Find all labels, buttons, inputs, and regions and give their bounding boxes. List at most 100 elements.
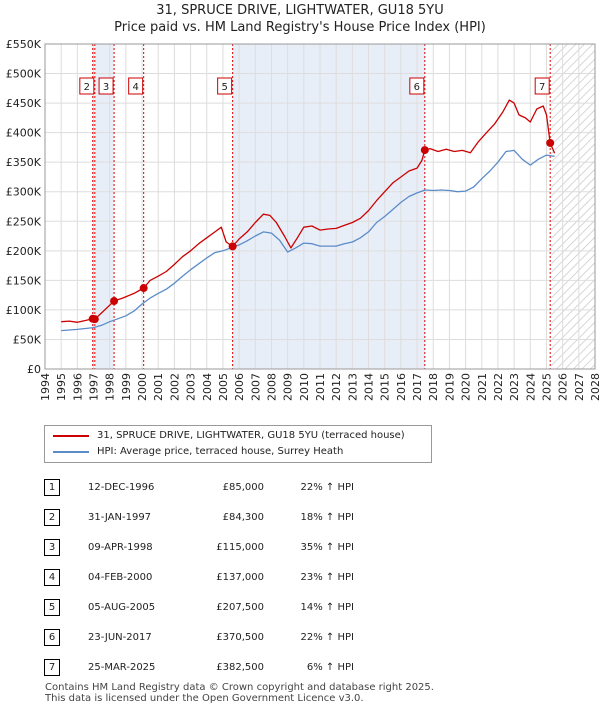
x-tick-label-2020: 2020 <box>460 373 473 401</box>
sale-date: 25-MAR-2025 <box>88 661 156 673</box>
sale-point-4 <box>139 284 148 293</box>
marker-box-4 <box>128 77 144 95</box>
x-tick-label-2012: 2012 <box>330 373 343 401</box>
sales-row: 4 04-FEB-2000 £137,000 23% ↑ HPI <box>44 562 354 592</box>
y-tick-label-450000: £450K <box>6 97 42 110</box>
sale-hpi-change: 22% ↑ HPI <box>300 481 354 493</box>
legend-swatch-property <box>53 434 89 437</box>
x-tick-label-2025: 2025 <box>540 373 553 401</box>
sale-price: £85,000 <box>222 481 264 493</box>
sale-date: 04-FEB-2000 <box>88 571 153 583</box>
x-tick-label-1995: 1995 <box>55 373 68 401</box>
y-tick-label-250000: £250K <box>6 215 42 228</box>
marker-box-2 <box>79 77 95 95</box>
x-tick-label-2010: 2010 <box>298 373 311 401</box>
footer-licence: This data is licensed under the Open Gov… <box>45 693 364 704</box>
sale-number: 2 <box>44 502 88 532</box>
x-tick-label-1997: 1997 <box>88 373 101 401</box>
chart-title: 31, SPRUCE DRIVE, LIGHTWATER, GU18 5YU P… <box>0 2 600 36</box>
sale-number: 4 <box>44 562 88 592</box>
sale-hpi-change: 23% ↑ HPI <box>300 571 354 583</box>
plot-frame <box>44 43 596 370</box>
x-tick-label-2024: 2024 <box>524 373 537 401</box>
sale-point-7 <box>546 138 555 147</box>
sale-point-6 <box>420 146 429 155</box>
sale-number: 1 <box>44 472 88 502</box>
y-tick-label-350000: £350K <box>6 156 42 169</box>
footer-copyright: Contains HM Land Registry data © Crown c… <box>45 682 434 693</box>
sale-hpi-change: 35% ↑ HPI <box>300 541 354 553</box>
x-tick-label-2027: 2027 <box>573 373 586 401</box>
sale-hpi-change: 6% ↑ HPI <box>306 661 354 673</box>
shaded-span-2 <box>232 44 425 369</box>
y-tick-label-500000: £500K <box>6 68 42 81</box>
sale-number: 7 <box>44 652 88 682</box>
x-tick-label-2018: 2018 <box>427 373 440 401</box>
sale-date: 12-DEC-1996 <box>88 481 155 493</box>
sale-date: 23-JUN-2017 <box>88 631 152 643</box>
sale-price: £115,000 <box>216 541 264 553</box>
y-tick-label-550000: £550K <box>6 38 42 51</box>
sale-point-5 <box>228 242 237 251</box>
y-tick-label-400000: £400K <box>6 127 42 140</box>
chart-title-line2: Price paid vs. HM Land Registry's House … <box>114 20 486 35</box>
x-tick-label-2026: 2026 <box>557 373 570 401</box>
series-line-hpi <box>61 149 555 332</box>
sale-price: £84,300 <box>222 511 264 523</box>
sale-price: £207,500 <box>216 601 264 613</box>
x-tick-label-2003: 2003 <box>185 373 198 401</box>
series-line-property <box>61 99 556 323</box>
sale-number-box: 1 <box>44 478 60 496</box>
sale-number: 6 <box>44 622 88 652</box>
x-tick-label-2028: 2028 <box>589 373 600 401</box>
sale-number-box: 2 <box>44 508 60 526</box>
sale-date: 05-AUG-2005 <box>88 601 156 613</box>
x-tick-label-2007: 2007 <box>249 373 262 401</box>
x-tick-label-2016: 2016 <box>395 373 408 401</box>
footer: Contains HM Land Registry data © Crown c… <box>45 682 434 704</box>
x-tick-label-2004: 2004 <box>201 373 214 401</box>
sale-hpi-change: 18% ↑ HPI <box>300 511 354 523</box>
legend-swatch-hpi <box>53 450 89 453</box>
legend-item-property: 31, SPRUCE DRIVE, LIGHTWATER, GU18 5YU (… <box>53 430 405 441</box>
sales-row: 7 25-MAR-2025 £382,500 6% ↑ HPI <box>44 652 354 682</box>
sale-date: 31-JAN-1997 <box>88 511 152 523</box>
x-tick-label-2017: 2017 <box>411 373 424 401</box>
sale-number-box: 7 <box>44 658 60 676</box>
y-tick-label-150000: £150K <box>6 274 42 287</box>
sale-number: 3 <box>44 532 88 562</box>
sale-hpi-change: 22% ↑ HPI <box>300 631 354 643</box>
x-tick-label-2019: 2019 <box>443 373 456 401</box>
x-tick-label-1998: 1998 <box>104 373 117 401</box>
marker-box-label-2: 2 <box>84 82 90 93</box>
sales-row: 2 31-JAN-1997 £84,300 18% ↑ HPI <box>44 502 354 532</box>
sales-row: 3 09-APR-1998 £115,000 35% ↑ HPI <box>44 532 354 562</box>
x-tick-label-2009: 2009 <box>282 373 295 401</box>
marker-box-label-3: 3 <box>103 82 109 93</box>
future-hatch <box>551 44 595 369</box>
x-tick-label-2014: 2014 <box>363 373 376 401</box>
legend-item-hpi: HPI: Average price, terraced house, Surr… <box>53 446 343 457</box>
sale-point-2 <box>90 315 99 324</box>
sale-number-box: 5 <box>44 598 60 616</box>
y-tick-label-300000: £300K <box>6 186 42 199</box>
marker-box-label-5: 5 <box>221 82 227 93</box>
x-tick-label-2022: 2022 <box>492 373 505 401</box>
x-tick-label-2008: 2008 <box>265 373 278 401</box>
sales-row: 5 05-AUG-2005 £207,500 14% ↑ HPI <box>44 592 354 622</box>
x-tick-label-2000: 2000 <box>136 373 149 401</box>
x-tick-label-2005: 2005 <box>217 373 230 401</box>
y-tick-label-200000: £200K <box>6 245 42 258</box>
y-tick-label-100000: £100K <box>6 304 42 317</box>
sale-number-box: 4 <box>44 568 60 586</box>
marker-box-5 <box>217 77 233 95</box>
marker-box-label-6: 6 <box>414 82 420 93</box>
sales-table: 1 12-DEC-1996 £85,000 22% ↑ HPI 2 31-JAN-1997… <box>44 472 354 682</box>
x-tick-label-2015: 2015 <box>379 373 392 401</box>
x-tick-label-2011: 2011 <box>314 373 327 401</box>
marker-box-6 <box>409 77 425 95</box>
x-tick-label-1999: 1999 <box>120 373 133 401</box>
x-tick-label-2021: 2021 <box>476 373 489 401</box>
y-tick-label-0: £0 <box>27 363 41 376</box>
chart-title-line1: 31, SPRUCE DRIVE, LIGHTWATER, GU18 5YU <box>156 3 444 18</box>
